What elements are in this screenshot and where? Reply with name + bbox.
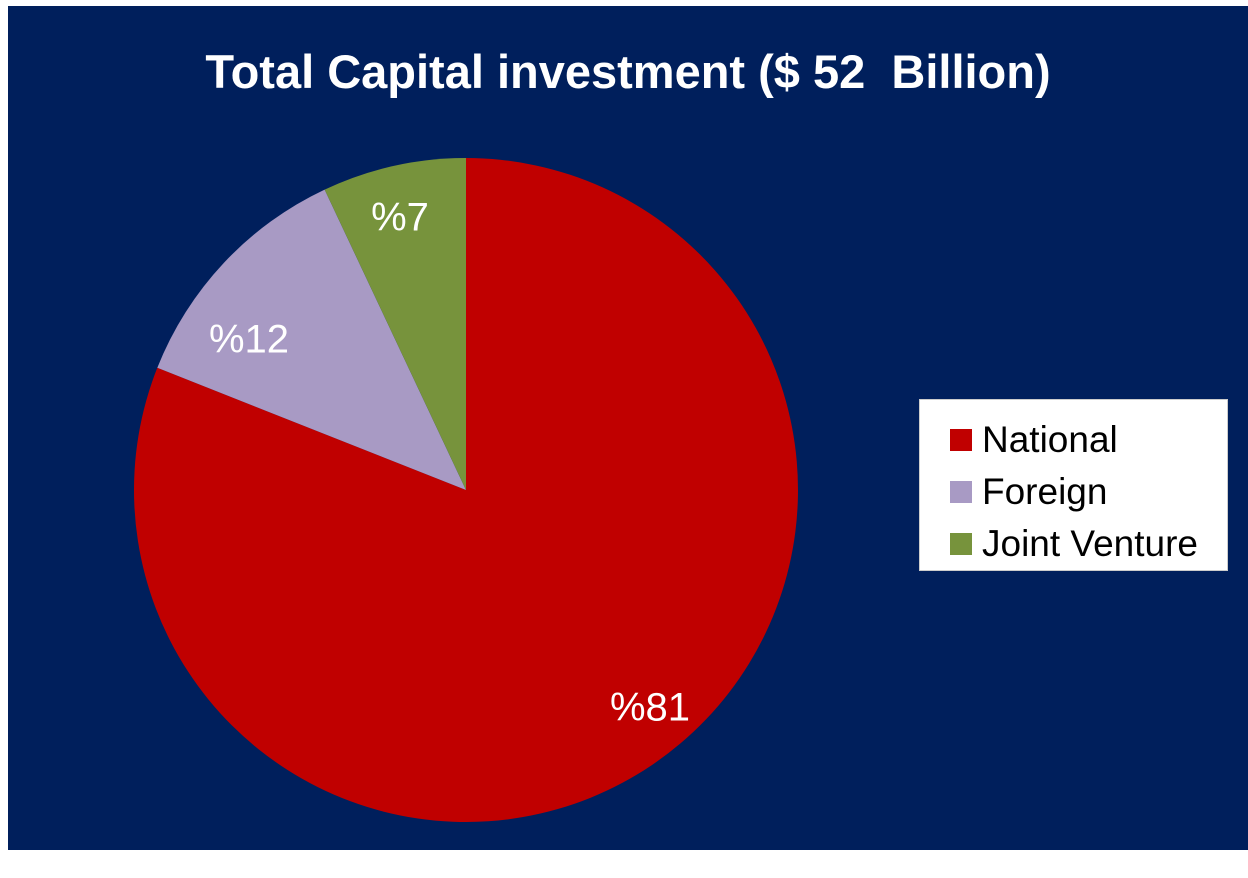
legend: National Foreign Joint Venture (919, 399, 1228, 571)
legend-swatch-foreign (950, 481, 972, 503)
data-label-national: %81 (610, 686, 690, 730)
legend-label-joint-venture: Joint Venture (982, 523, 1198, 565)
legend-swatch-joint-venture (950, 533, 972, 555)
chart-area: Total Capital investment ($ 52 Billion) … (8, 6, 1248, 850)
data-label-joint-venture: %7 (371, 196, 429, 240)
legend-swatch-national (950, 429, 972, 451)
legend-item-foreign: Foreign (950, 466, 1227, 518)
legend-label-national: National (982, 419, 1118, 461)
legend-item-joint-venture: Joint Venture (950, 518, 1227, 570)
legend-item-national: National (950, 414, 1227, 466)
data-label-foreign: %12 (209, 318, 289, 362)
legend-label-foreign: Foreign (982, 471, 1107, 513)
